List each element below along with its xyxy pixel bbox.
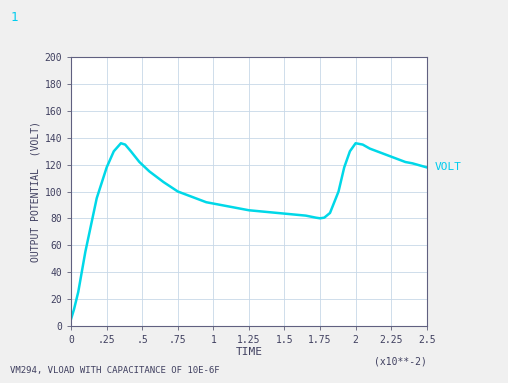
Text: VOLT: VOLT [434, 162, 461, 172]
X-axis label: TIME: TIME [235, 347, 263, 357]
Text: (x10**-2): (x10**-2) [374, 356, 427, 367]
Y-axis label: OUTPUT POTENTIAL  (VOLT): OUTPUT POTENTIAL (VOLT) [30, 121, 40, 262]
Text: 1: 1 [10, 11, 18, 25]
Text: VM294, VLOAD WITH CAPACITANCE OF 10E-6F: VM294, VLOAD WITH CAPACITANCE OF 10E-6F [10, 367, 220, 375]
